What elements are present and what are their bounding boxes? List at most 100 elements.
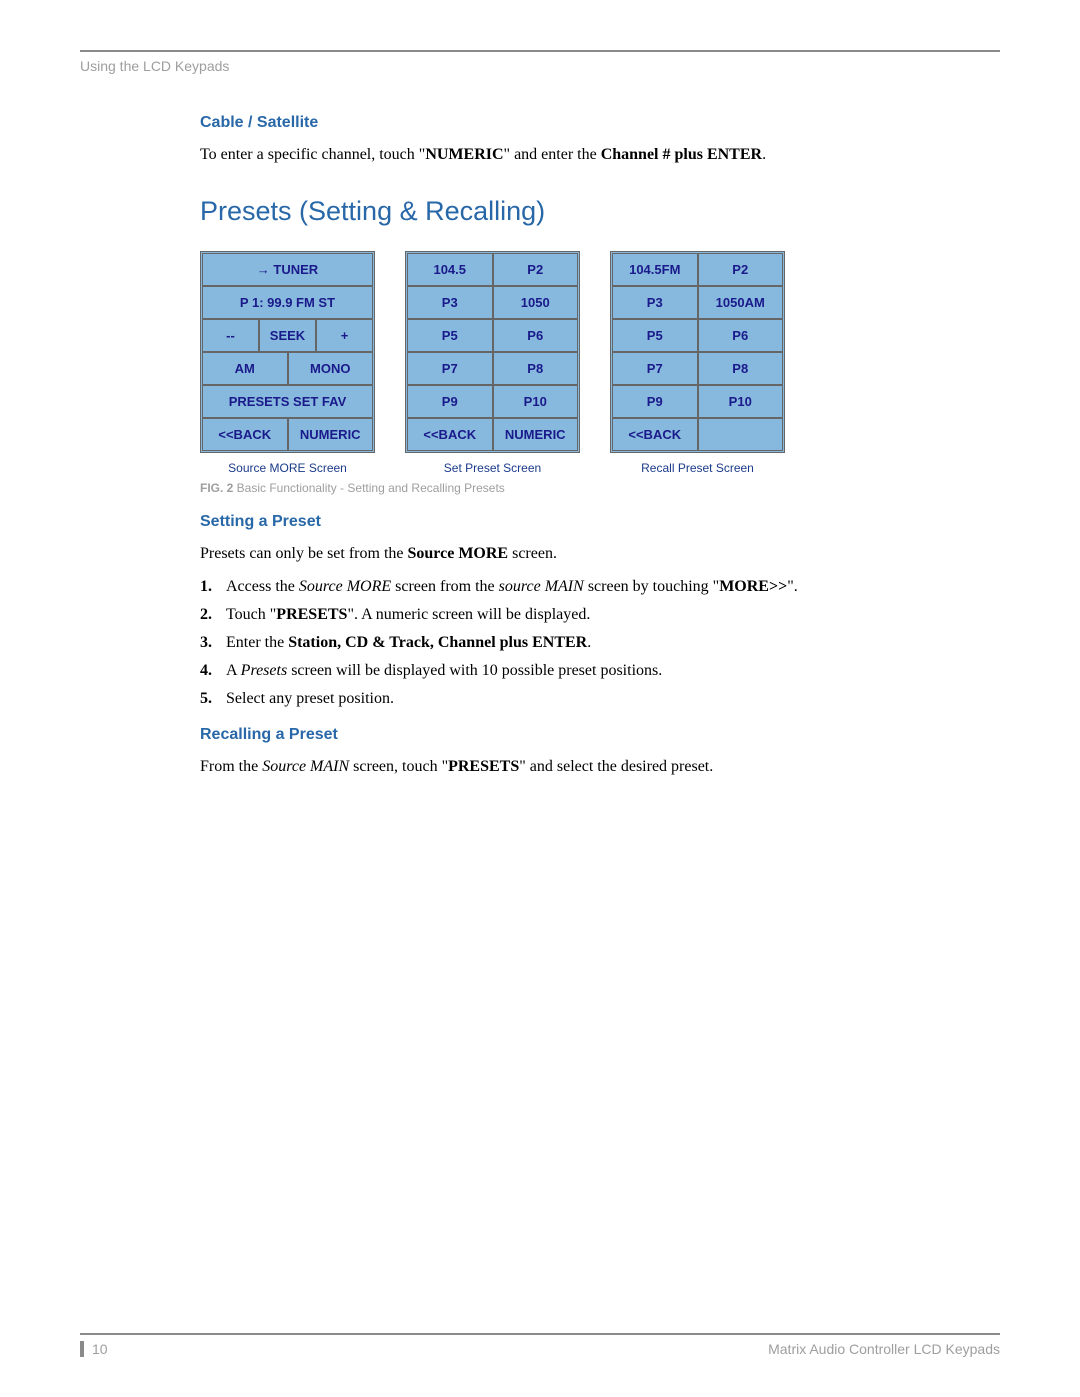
lcd-screen-col: → TUNERP 1: 99.9 FM ST--SEEK+AMMONOPRESE…: [200, 251, 375, 475]
text-bold: Channel # plus ENTER: [601, 146, 762, 163]
step-number: 4.: [200, 662, 226, 680]
text: .: [762, 146, 766, 163]
recalling-body: From the Source MAIN screen, touch "PRES…: [200, 756, 980, 778]
footer-page-number: 10: [80, 1341, 108, 1357]
text-fragment: Touch ": [226, 606, 276, 623]
text-fragment: screen, touch ": [349, 758, 448, 775]
lcd-cell: <<BACK: [612, 418, 698, 451]
text: " and enter the: [504, 146, 601, 163]
lcd-cell: → TUNER: [202, 253, 373, 286]
text-bold: Source MORE: [408, 545, 509, 562]
lcd-cell: [698, 418, 784, 451]
step-number: 2.: [200, 606, 226, 624]
text-fragment: .: [587, 634, 591, 651]
lcd-row: P9P10: [612, 385, 783, 418]
lcd-row: P7P8: [612, 352, 783, 385]
recalling-preset-title: Recalling a Preset: [200, 726, 980, 744]
lcd-cell: P8: [698, 352, 784, 385]
lcd-cell: SEEK: [259, 319, 316, 352]
footer-doc-title: Matrix Audio Controller LCD Keypads: [768, 1341, 1000, 1357]
lcd-cell: 1050: [493, 286, 579, 319]
text-fragment: Access the: [226, 578, 299, 595]
figure-caption: FIG. 2 Basic Functionality - Setting and…: [200, 481, 980, 495]
setting-intro: Presets can only be set from the Source …: [200, 543, 980, 565]
text-fragment: screen from the: [391, 578, 499, 595]
text-fragment: Select any preset position.: [226, 690, 394, 707]
lcd-cell: P5: [407, 319, 493, 352]
lcd-cell: P10: [698, 385, 784, 418]
text-fragment: MORE>>: [719, 578, 787, 595]
lcd-screen-col: 104.5FMP2P31050AMP5P6P7P8P9P10<<BACKReca…: [610, 251, 785, 475]
lcd-row: P31050: [407, 286, 578, 319]
lcd-cell: NUMERIC: [493, 418, 579, 451]
step-item: 3.Enter the Station, CD & Track, Channel…: [200, 634, 980, 652]
step-number: 1.: [200, 578, 226, 596]
lcd-row: --SEEK+: [202, 319, 373, 352]
lcd-cell: P2: [493, 253, 579, 286]
lcd-cell: P7: [612, 352, 698, 385]
lcd-cell: 1050AM: [698, 286, 784, 319]
lcd-cell: +: [316, 319, 373, 352]
step-number: 5.: [200, 690, 226, 708]
step-body: Select any preset position.: [226, 690, 394, 708]
text-fragment: Station, CD & Track, Channel plus ENTER: [288, 634, 587, 651]
text-fragment: From the: [200, 758, 262, 775]
lcd-screen-caption: Source MORE Screen: [228, 461, 347, 475]
header-rule: [80, 50, 1000, 52]
text-fragment: " and select the desired preset.: [519, 758, 713, 775]
step-number: 3.: [200, 634, 226, 652]
lcd-screen-caption: Recall Preset Screen: [641, 461, 754, 475]
step-body: Access the Source MORE screen from the s…: [226, 578, 798, 596]
lcd-row: PRESETS SET FAV: [202, 385, 373, 418]
cable-section-title: Cable / Satellite: [200, 114, 980, 132]
presets-section-title: Presets (Setting & Recalling): [200, 196, 980, 227]
lcd-row: P7P8: [407, 352, 578, 385]
lcd-row: <<BACKNUMERIC: [407, 418, 578, 451]
step-item: 5.Select any preset position.: [200, 690, 980, 708]
lcd-cell: P6: [493, 319, 579, 352]
text-fragment: ".: [787, 578, 798, 595]
text-bold: NUMERIC: [425, 146, 503, 163]
fig-text: Basic Functionality - Setting and Recall…: [233, 481, 504, 495]
header-breadcrumb: Using the LCD Keypads: [80, 58, 1000, 74]
text-fragment: A: [226, 662, 241, 679]
lcd-cell: 104.5: [407, 253, 493, 286]
lcd-screen: → TUNERP 1: 99.9 FM ST--SEEK+AMMONOPRESE…: [200, 251, 375, 453]
lcd-cell: P5: [612, 319, 698, 352]
step-body: Enter the Station, CD & Track, Channel p…: [226, 634, 591, 652]
lcd-cell: P 1: 99.9 FM ST: [202, 286, 373, 319]
page-footer: 10 Matrix Audio Controller LCD Keypads: [80, 1333, 1000, 1357]
lcd-row: P31050AM: [612, 286, 783, 319]
lcd-cell: P9: [407, 385, 493, 418]
step-item: 4.A Presets screen will be displayed wit…: [200, 662, 980, 680]
lcd-cell: MONO: [288, 352, 374, 385]
lcd-row: AMMONO: [202, 352, 373, 385]
lcd-cell: <<BACK: [407, 418, 493, 451]
lcd-screen: 104.5P2P31050P5P6P7P8P9P10<<BACKNUMERIC: [405, 251, 580, 453]
lcd-cell: P8: [493, 352, 579, 385]
lcd-cell: P9: [612, 385, 698, 418]
text-fragment: PRESETS: [276, 606, 347, 623]
lcd-row: P 1: 99.9 FM ST: [202, 286, 373, 319]
text-fragment: screen by touching ": [584, 578, 719, 595]
text: screen.: [508, 545, 557, 562]
lcd-cell: NUMERIC: [288, 418, 374, 451]
lcd-screens-row: → TUNERP 1: 99.9 FM ST--SEEK+AMMONOPRESE…: [200, 251, 980, 475]
lcd-row: P9P10: [407, 385, 578, 418]
lcd-row: <<BACK: [612, 418, 783, 451]
lcd-row: <<BACKNUMERIC: [202, 418, 373, 451]
lcd-cell: P2: [698, 253, 784, 286]
text-fragment: ". A numeric screen will be displayed.: [347, 606, 590, 623]
lcd-cell: P10: [493, 385, 579, 418]
lcd-cell: AM: [202, 352, 288, 385]
lcd-row: 104.5P2: [407, 253, 578, 286]
lcd-cell: P3: [407, 286, 493, 319]
cable-body: To enter a specific channel, touch "NUME…: [200, 144, 980, 166]
lcd-cell: --: [202, 319, 259, 352]
text-fragment: screen will be displayed with 10 possibl…: [287, 662, 662, 679]
lcd-cell: P6: [698, 319, 784, 352]
text-fragment: PRESETS: [448, 758, 519, 775]
text-fragment: Presets: [241, 662, 288, 679]
lcd-row: P5P6: [407, 319, 578, 352]
step-item: 2.Touch "PRESETS". A numeric screen will…: [200, 606, 980, 624]
